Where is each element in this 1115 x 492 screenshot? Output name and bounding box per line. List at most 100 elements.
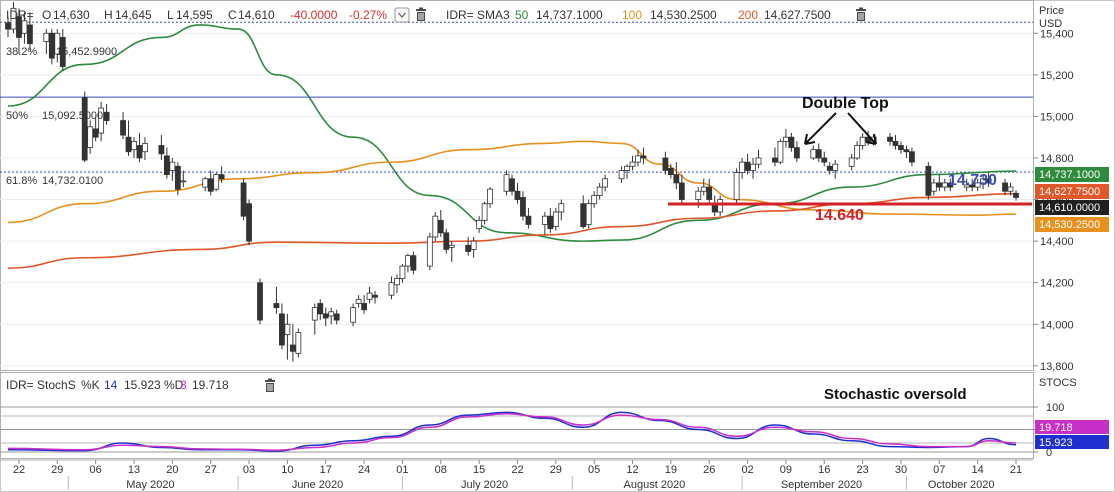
trash-icon[interactable] — [856, 7, 866, 22]
ohlc-open-label: O — [42, 8, 51, 22]
candle-body — [10, 7, 17, 30]
sma100-value: 14,530.2500 — [650, 8, 717, 22]
candle-body — [925, 165, 932, 196]
ohlc-close-label: C — [228, 8, 237, 22]
sma50-period: 50 — [515, 8, 529, 22]
candle-body — [558, 203, 565, 213]
candle-body — [125, 136, 132, 153]
sma200-badge — [1035, 184, 1109, 199]
candle-body — [142, 143, 148, 153]
date-tick-label: 16 — [818, 464, 830, 476]
candle-body — [667, 167, 674, 176]
candle-body — [372, 294, 378, 298]
candle-body — [289, 344, 296, 352]
candle-body — [448, 244, 455, 248]
candle-body — [388, 282, 395, 296]
date-tick-label: 20 — [166, 464, 178, 476]
date-tick-label: 05 — [588, 464, 600, 476]
double-top-label: Double Top — [802, 95, 889, 112]
candle-body — [169, 161, 176, 171]
stoch-d-label: %D — [164, 378, 184, 392]
date-tick-label: 12 — [626, 464, 638, 476]
price-tick-label: 14,000 — [1040, 319, 1074, 331]
trash-icon[interactable] — [416, 7, 426, 22]
candle-body — [733, 172, 740, 200]
date-tick-label: 26 — [703, 464, 715, 476]
candle-body — [832, 163, 839, 171]
candle-body — [980, 178, 987, 184]
candle-body — [202, 178, 209, 188]
date-tick-label: 07 — [933, 464, 945, 476]
candle-body — [355, 298, 362, 304]
sma-label: IDR= SMA3 — [446, 8, 510, 22]
candle-body — [317, 303, 324, 315]
ohlc-symbol: IDR= — [6, 8, 34, 22]
trash-icon[interactable] — [265, 378, 275, 393]
candle-body — [629, 161, 636, 167]
stoch-d-period: 3 — [180, 378, 187, 392]
candle-body — [87, 126, 94, 148]
fib-618-label: 61.8% — [6, 175, 37, 187]
candle-body — [936, 182, 943, 188]
stoch-tick-label: 100 — [1046, 402, 1064, 414]
candle-body — [1002, 182, 1008, 192]
date-tick-label: 21 — [1010, 464, 1022, 476]
candle-body — [810, 149, 817, 159]
candle-body — [257, 282, 263, 321]
price-tick-label: 15,000 — [1040, 111, 1074, 123]
candle-body — [240, 182, 247, 217]
price-tick-label: 14,200 — [1040, 278, 1074, 290]
candle-body — [662, 157, 669, 171]
stoch-label: IDR= StochS — [6, 378, 76, 392]
sma50-badge-text: 14,737.1000 — [1039, 169, 1100, 181]
candle-body — [854, 145, 861, 159]
candle-body — [361, 303, 367, 311]
price-tick-label: 13,800 — [1040, 361, 1074, 373]
chevron-down-icon — [398, 12, 406, 18]
candle-body — [503, 174, 510, 192]
date-tick-label: 29 — [51, 464, 63, 476]
month-label: October 2020 — [928, 479, 995, 491]
ohlc-high-value: 14,645 — [115, 8, 152, 22]
candle-body — [848, 157, 855, 167]
candle-body — [48, 32, 55, 59]
candle-body — [772, 157, 778, 163]
stoch-d-badge — [1035, 420, 1109, 434]
candle-body — [821, 157, 828, 163]
candle-body — [903, 149, 910, 153]
candle-body — [410, 255, 417, 271]
candle-body — [328, 311, 335, 317]
candle-body — [624, 165, 630, 171]
sma50-badge — [1035, 167, 1109, 182]
candle-body — [59, 37, 66, 67]
candle-body — [279, 313, 285, 346]
candle-body — [898, 145, 904, 151]
candle-body — [930, 182, 937, 192]
candle-body — [750, 163, 756, 171]
candle-body — [552, 211, 559, 227]
sma200-badge-text: 14,627.7500 — [1039, 186, 1100, 198]
candle-body — [783, 136, 789, 142]
date-tick-label: 10 — [281, 464, 293, 476]
stoch-k-value: 15.923 — [124, 378, 161, 392]
date-tick-label: 15 — [473, 464, 485, 476]
ohlc-change: -40.0000 — [290, 8, 338, 22]
ohlc-open-value: 14,630 — [53, 8, 90, 22]
candle-body — [793, 147, 800, 159]
candle-body — [43, 32, 50, 42]
candle-body — [273, 303, 280, 309]
ohlc-dropdown-button[interactable] — [394, 7, 410, 23]
price-tick-label: 14,400 — [1040, 236, 1074, 248]
stoch-line-d — [7, 412, 1017, 451]
candle-body — [27, 24, 33, 45]
candle-body — [366, 292, 373, 300]
candle-body — [618, 170, 625, 180]
candle-body — [21, 20, 28, 34]
candle-body — [826, 165, 833, 171]
date-axis: 22 29 06 13 20 27 03 10 17 24 01 08 15 22 29 05 12 19 26 02… — [0, 459, 1033, 491]
candle-body — [437, 219, 444, 234]
candle-body — [163, 155, 170, 176]
stoch-note: Stochastic oversold — [824, 386, 967, 403]
sma100-badge-text: 14,530.2500 — [1039, 219, 1100, 231]
